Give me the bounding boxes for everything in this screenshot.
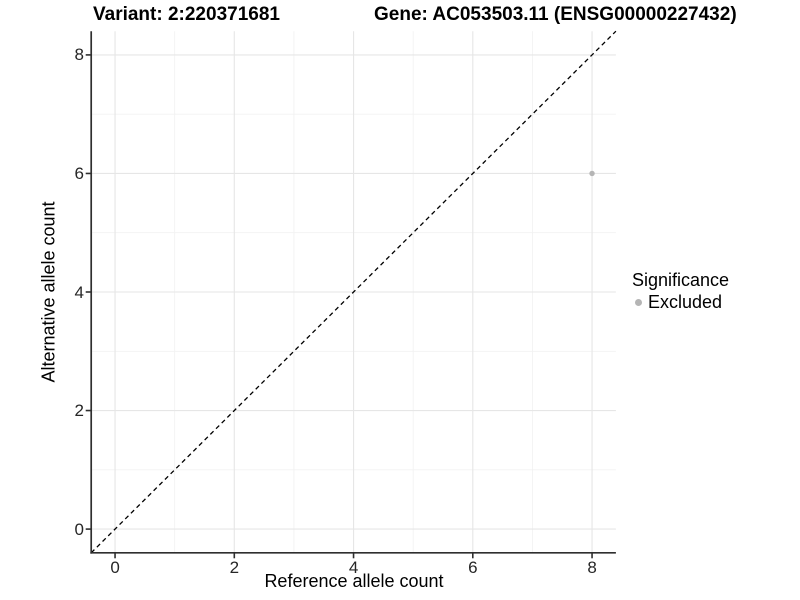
data-point bbox=[589, 170, 595, 177]
x-tick-label: 0 bbox=[110, 558, 120, 577]
legend-title: Significance bbox=[632, 270, 730, 290]
plot-title-gene: Gene: AC053503.11 (ENSG00000227432) bbox=[374, 4, 737, 25]
plot-title-variant: Variant: 2:220371681 bbox=[93, 4, 280, 25]
x-tick-label: 6 bbox=[468, 558, 478, 577]
legend-item-label: Excluded bbox=[648, 292, 723, 312]
x-tick-label: 4 bbox=[348, 558, 359, 577]
y-tick-label: 2 bbox=[74, 401, 84, 421]
y-tick-label: 0 bbox=[74, 519, 84, 539]
y-tick-label: 6 bbox=[74, 163, 84, 183]
y-tick-label: 4 bbox=[74, 282, 84, 302]
x-tick-label: 8 bbox=[587, 558, 597, 577]
identity-dashed-line bbox=[90, 30, 617, 554]
legend-key-dot-icon bbox=[635, 299, 642, 306]
y-tick-label: 8 bbox=[74, 45, 84, 65]
legend-item-excluded: Excluded bbox=[635, 292, 729, 313]
legend: Significance Excluded bbox=[632, 270, 729, 313]
x-tick-label: 2 bbox=[229, 558, 240, 577]
x-axis-title: Reference allele count bbox=[264, 571, 444, 591]
